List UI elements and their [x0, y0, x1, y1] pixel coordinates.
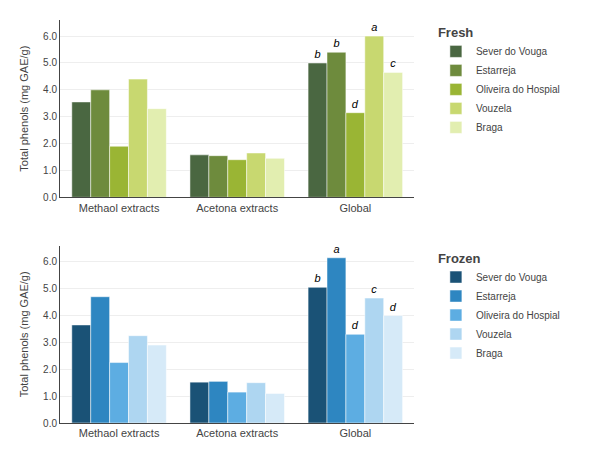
svg-text:1.0: 1.0: [43, 165, 57, 176]
svg-text:Estarreja: Estarreja: [476, 65, 516, 76]
svg-text:Methaol extracts: Methaol extracts: [79, 202, 160, 214]
svg-text:b: b: [314, 48, 320, 60]
svg-text:c: c: [390, 57, 396, 69]
svg-text:Braga: Braga: [476, 122, 503, 133]
svg-text:a: a: [371, 21, 377, 33]
svg-text:4.0: 4.0: [43, 84, 57, 95]
svg-text:Braga: Braga: [476, 348, 503, 359]
svg-text:d: d: [352, 98, 359, 110]
svg-text:2.0: 2.0: [43, 138, 57, 149]
svg-text:3.0: 3.0: [43, 337, 57, 348]
svg-text:d: d: [352, 319, 359, 331]
svg-text:Frozen: Frozen: [438, 251, 481, 266]
svg-text:d: d: [390, 301, 397, 313]
svg-text:Acetona extracts: Acetona extracts: [196, 202, 278, 214]
svg-text:Sever do Vouga: Sever do Vouga: [476, 46, 548, 57]
svg-text:Total phenols (mg GAE/g): Total phenols (mg GAE/g): [18, 46, 30, 172]
svg-text:5.0: 5.0: [43, 57, 57, 68]
svg-text:Estarreja: Estarreja: [476, 291, 516, 302]
svg-text:3.0: 3.0: [43, 111, 57, 122]
svg-text:Sever do Vouga: Sever do Vouga: [476, 272, 548, 283]
svg-text:1.0: 1.0: [43, 391, 57, 402]
svg-text:b: b: [333, 37, 339, 49]
svg-text:6.0: 6.0: [43, 31, 57, 42]
svg-text:4.0: 4.0: [43, 310, 57, 321]
svg-text:Total phenols (mg GAE/g): Total phenols (mg GAE/g): [18, 271, 30, 397]
svg-text:6.0: 6.0: [43, 256, 57, 267]
svg-text:Vouzela: Vouzela: [476, 103, 512, 114]
svg-text:Acetona extracts: Acetona extracts: [196, 427, 278, 439]
svg-text:0.0: 0.0: [43, 192, 57, 203]
svg-text:a: a: [333, 243, 339, 255]
svg-text:5.0: 5.0: [43, 283, 57, 294]
svg-text:2.0: 2.0: [43, 364, 57, 375]
svg-text:Global: Global: [339, 202, 371, 214]
svg-text:Global: Global: [339, 427, 371, 439]
svg-text:Methaol extracts: Methaol extracts: [79, 427, 160, 439]
svg-text:Vouzela: Vouzela: [476, 329, 512, 340]
svg-text:c: c: [371, 283, 377, 295]
svg-text:Oliveira do Hospial: Oliveira do Hospial: [476, 84, 560, 95]
svg-text:Oliveira do Hospial: Oliveira do Hospial: [476, 310, 560, 321]
svg-text:b: b: [314, 272, 320, 284]
svg-text:Fresh: Fresh: [438, 25, 473, 40]
svg-text:0.0: 0.0: [43, 418, 57, 429]
